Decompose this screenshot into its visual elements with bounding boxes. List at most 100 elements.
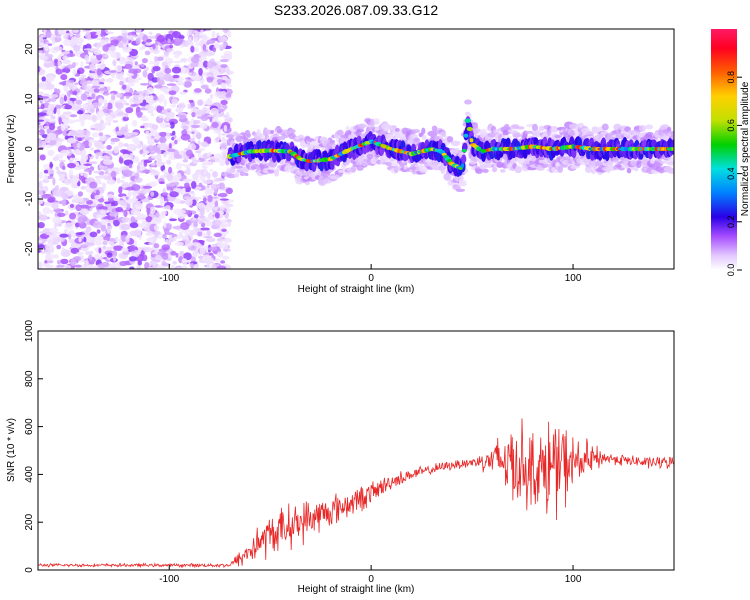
spectrogram-noise-blob [49, 161, 53, 170]
spectrogram-noise-blob [122, 116, 129, 122]
spectrogram-noise-blob [90, 237, 95, 243]
spectrogram-noise-blob [185, 78, 189, 82]
spectrogram-ridge-halo [601, 123, 609, 131]
spectrogram-ridge-halo [475, 169, 483, 175]
spectrogram-noise-blob [87, 88, 94, 94]
spectrogram-noise-blob [220, 242, 230, 250]
spectrogram-noise-blob [97, 151, 104, 156]
spectrogram-y-label: Frequency (Hz) [6, 115, 17, 184]
spectrogram-noise-blob [154, 212, 160, 218]
spectrogram-noise-blob [197, 140, 201, 145]
spectrogram-noise-blob [46, 237, 54, 244]
spectrogram-noise-blob [63, 95, 67, 102]
spectrogram-noise-blob [174, 241, 184, 247]
spectrogram-noise-blob [49, 209, 54, 214]
spectrogram-noise-blob [70, 176, 79, 185]
spectrogram-noise-blob [202, 195, 209, 198]
spectrogram-noise-blob [40, 34, 47, 38]
spectrogram-noise-blob [136, 143, 143, 149]
spectrogram-ridge-halo [441, 130, 447, 138]
spectrogram-noise-blob [190, 124, 201, 129]
spectrogram-noise-blob [45, 83, 55, 90]
spectrogram-noise-blob [146, 38, 152, 43]
spectrogram-ridge-halo [233, 172, 240, 178]
spectrogram-noise-blob [200, 55, 207, 61]
spectrogram-noise-blob [151, 155, 161, 159]
spectrogram-noise-blob [46, 110, 53, 116]
spectrogram-noise-blob [187, 79, 195, 82]
spectrogram-noise-blob [44, 43, 49, 52]
spectrogram-noise-blob [120, 223, 131, 231]
spectrogram-ridge-halo [666, 126, 672, 132]
spectrogram-noise-blob [38, 261, 43, 269]
spectrogram-noise-blob [183, 196, 192, 200]
spectrogram-noise-blob [159, 198, 164, 207]
spectrogram-noise-blob [115, 207, 123, 213]
spectrogram-ridge-halo [499, 168, 506, 173]
spectrogram-noise-blob [183, 80, 192, 88]
spectrogram-noise-blob [130, 216, 136, 224]
spectrogram-noise-blob [48, 123, 56, 131]
spectrogram-noise-blob [85, 106, 94, 109]
spectrogram-noise-blob [43, 60, 53, 64]
spectrogram-noise-blob [221, 75, 228, 81]
spectrogram-noise-blob [52, 216, 62, 224]
spectrogram-noise-blob [149, 173, 159, 176]
spectrogram-noise-blob [85, 258, 89, 266]
spectrogram-noise-blob [56, 108, 61, 116]
spectrogram-noise-blob [198, 67, 203, 76]
spectrogram-noise-blob [59, 233, 69, 238]
spectrogram-noise-blob [88, 254, 93, 262]
spectrogram-noise-blob [149, 169, 157, 174]
spectrogram-noise-blob [75, 99, 83, 105]
colorbar-tick-label: 0.4 [726, 167, 736, 180]
spectrogram-noise-blob [64, 104, 73, 110]
spectrogram-noise-blob [162, 109, 168, 114]
spectrogram-y-tick-label: -20 [24, 241, 35, 256]
spectrogram-noise-blob [62, 165, 66, 171]
spectrogram-noise-blob [63, 84, 69, 92]
spectrogram-noise-blob [121, 84, 127, 90]
spectrogram-noise-blob [38, 65, 41, 73]
spectrogram-noise-blob [210, 107, 219, 114]
spectrogram-noise-blob [69, 212, 77, 220]
spectrogram-noise-blob [42, 261, 50, 268]
spectrogram-noise-blob [68, 169, 74, 176]
spectrogram-noise-blob [60, 149, 70, 156]
spectrogram-noise-blob [92, 221, 103, 229]
spectrogram-noise-blob [220, 66, 226, 74]
spectrogram-ridge-body [461, 154, 467, 164]
spectrogram-noise-blob [49, 94, 59, 98]
spectrogram-ridge-halo [411, 129, 421, 134]
spectrogram-noise-blob [219, 58, 229, 63]
spectrogram-noise-blob [97, 205, 108, 210]
spectrogram-noise-blob [222, 237, 232, 244]
spectrogram-noise-blob [195, 43, 201, 47]
spectrogram-noise-blob [69, 97, 77, 102]
spectrogram-noise-blob [213, 79, 218, 87]
spectrogram-noise-blob [199, 255, 204, 260]
spectrogram-noise-blob [69, 204, 75, 208]
spectrogram-noise-blob [79, 204, 90, 209]
spectrogram-ridge-halo [638, 125, 647, 132]
spectrogram-noise-blob [105, 51, 112, 54]
spectrogram-noise-blob [38, 50, 43, 54]
spectrogram-x-tick-label: 100 [565, 273, 582, 284]
spectrogram-noise-blob [164, 57, 174, 63]
snr-y-label: SNR (10 * v/v) [6, 418, 17, 482]
spectrogram-noise-blob [205, 237, 216, 243]
spectrogram-noise-blob [191, 199, 197, 207]
spectrogram-noise-blob [119, 260, 128, 267]
spectrogram-noise-blob [161, 210, 168, 215]
spectrogram-noise-blob [129, 152, 133, 160]
spectrogram-noise-blob [219, 142, 228, 149]
spectrogram-noise-blob [109, 113, 118, 119]
spectrogram-x-tick-label: -100 [159, 273, 179, 284]
spectrogram-noise-blob [38, 140, 43, 147]
spectrogram-noise-blob [57, 212, 66, 217]
spectrogram-noise-blob [153, 225, 160, 231]
spectrogram-noise-blob [38, 214, 48, 221]
spectrogram-noise-blob [142, 70, 148, 78]
spectrogram-noise-blob [44, 136, 51, 144]
spectrogram-noise-blob [192, 119, 201, 125]
